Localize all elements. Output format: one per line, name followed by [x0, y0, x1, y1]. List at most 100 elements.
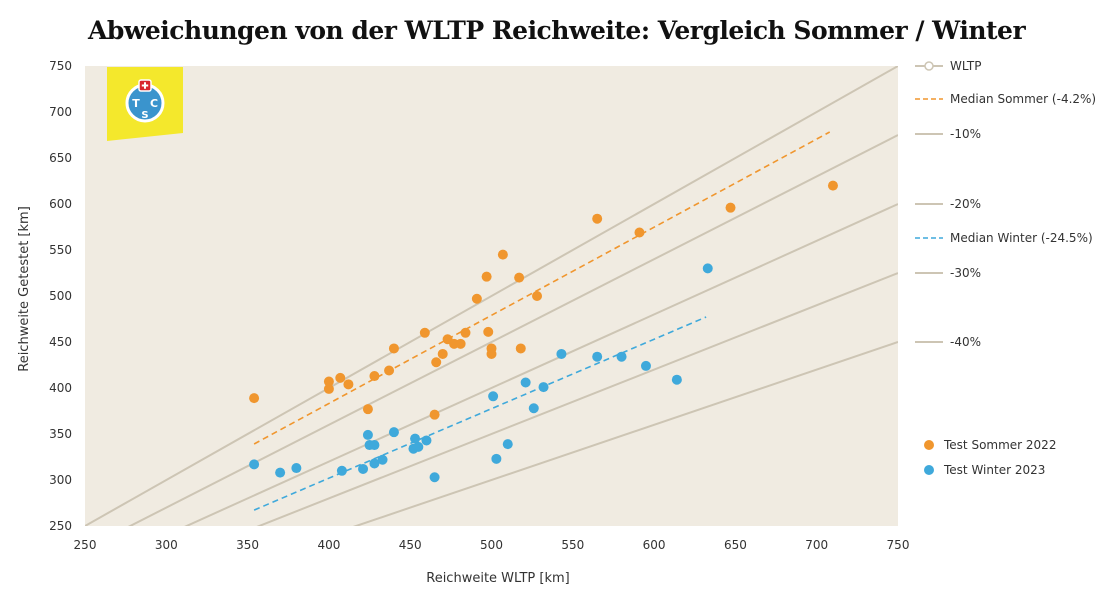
logo-swiss-cross — [141, 82, 149, 89]
legend-label-median-sommer: Median Sommer (-4.2%) — [950, 92, 1096, 106]
point-sommer — [362, 404, 373, 415]
point-sommer — [514, 272, 525, 283]
y-tick-label: 550 — [49, 243, 72, 257]
x-tick-label: 600 — [643, 538, 666, 552]
point-winter — [369, 458, 380, 469]
point-winter — [502, 439, 513, 450]
point-winter — [592, 351, 603, 362]
point-sommer — [481, 271, 492, 282]
point-winter — [358, 463, 369, 474]
point-sommer — [431, 357, 442, 368]
chart-title: Abweichungen von der WLTP Reichweite: Ve… — [88, 16, 1026, 45]
median-line-sommer — [253, 131, 831, 445]
legend-marker-wltp — [924, 61, 934, 71]
point-winter — [336, 465, 347, 476]
point-sommer — [323, 383, 334, 394]
point-sommer — [343, 379, 354, 390]
reference-line-wltp — [85, 66, 898, 526]
y-tick-label: 650 — [49, 151, 72, 165]
legend-marker-winter — [924, 465, 934, 475]
y-tick-label: 300 — [49, 473, 72, 487]
point-winter — [291, 463, 302, 474]
x-tick-label: 450 — [399, 538, 422, 552]
point-sommer — [515, 343, 526, 354]
point-sommer — [634, 227, 645, 238]
point-sommer — [249, 393, 260, 404]
point-sommer — [827, 180, 838, 191]
logo-letter-c: C — [150, 97, 158, 110]
legend-label-sommer: Test Sommer 2022 — [943, 438, 1056, 452]
y-tick-label: 600 — [49, 197, 72, 211]
legend-label-40pct: -40% — [950, 335, 981, 349]
legend-label-wltp: WLTP — [950, 59, 981, 73]
x-tick-label: 250 — [74, 538, 97, 552]
point-winter — [388, 427, 399, 438]
point-winter — [377, 454, 388, 465]
point-winter — [429, 472, 440, 483]
point-winter — [362, 429, 373, 440]
point-winter — [616, 351, 627, 362]
reference-line-40pct — [352, 341, 898, 526]
point-winter — [249, 459, 260, 470]
reference-lines — [85, 66, 898, 526]
median-line-winter — [253, 316, 707, 511]
legend-label-20pct: -20% — [950, 197, 981, 211]
x-tick-label: 700 — [805, 538, 828, 552]
point-winter — [528, 403, 539, 414]
point-winter — [640, 360, 651, 371]
point-winter — [488, 391, 499, 402]
point-sommer — [335, 372, 346, 383]
x-tick-label: 500 — [480, 538, 503, 552]
x-axis-label: Reichweite WLTP [km] — [426, 571, 569, 586]
point-sommer — [419, 327, 430, 338]
legend-label-30pct: -30% — [950, 266, 981, 280]
legend: WLTP -10% -20% -30% -40% Median Sommer (-4.2%… — [915, 59, 1096, 477]
y-tick-label: 450 — [49, 335, 72, 349]
point-sommer — [471, 293, 482, 304]
point-winter — [369, 440, 380, 451]
point-winter — [410, 433, 421, 444]
reference-line-10pct — [127, 134, 898, 526]
point-sommer — [532, 291, 543, 301]
tcs-logo: T C S — [107, 67, 183, 141]
x-tick-label: 650 — [724, 538, 747, 552]
x-tick-label: 400 — [317, 538, 340, 552]
legend-marker-sommer — [924, 440, 934, 450]
point-sommer — [486, 348, 497, 359]
median-lines — [253, 131, 831, 511]
point-sommer — [323, 376, 334, 387]
data-points — [249, 180, 838, 483]
point-winter — [702, 263, 713, 274]
y-axis-ticks: 250 300 350 400 450 500 550 600 650 700 750 — [49, 59, 72, 533]
point-winter — [421, 435, 432, 446]
x-tick-label: 350 — [236, 538, 259, 552]
point-sommer — [384, 365, 395, 376]
legend-label-10pct: -10% — [950, 127, 981, 141]
y-tick-label: 250 — [49, 519, 72, 533]
point-sommer — [497, 249, 508, 260]
y-tick-label: 700 — [49, 105, 72, 119]
point-winter — [538, 382, 549, 393]
reference-line-30pct — [256, 272, 898, 526]
point-winter — [520, 377, 531, 388]
point-winter — [671, 374, 682, 385]
x-tick-label: 750 — [887, 538, 910, 552]
x-axis-ticks: 250 300 350 400 450 500 550 600 650 700 750 — [74, 538, 910, 552]
y-tick-label: 400 — [49, 381, 72, 395]
point-winter — [491, 453, 502, 464]
point-sommer — [725, 202, 736, 213]
reference-line-20pct — [184, 203, 898, 526]
y-tick-label: 350 — [49, 427, 72, 441]
point-winter — [556, 348, 567, 359]
x-tick-label: 300 — [155, 538, 178, 552]
point-sommer — [429, 409, 440, 420]
point-sommer — [483, 326, 494, 337]
point-winter — [275, 467, 286, 478]
logo-letter-t: T — [132, 97, 140, 110]
point-sommer — [592, 213, 603, 224]
x-tick-label: 550 — [561, 538, 584, 552]
legend-label-median-winter: Median Winter (-24.5%) — [950, 231, 1093, 245]
legend-label-winter: Test Winter 2023 — [943, 463, 1045, 477]
y-tick-label: 750 — [49, 59, 72, 73]
